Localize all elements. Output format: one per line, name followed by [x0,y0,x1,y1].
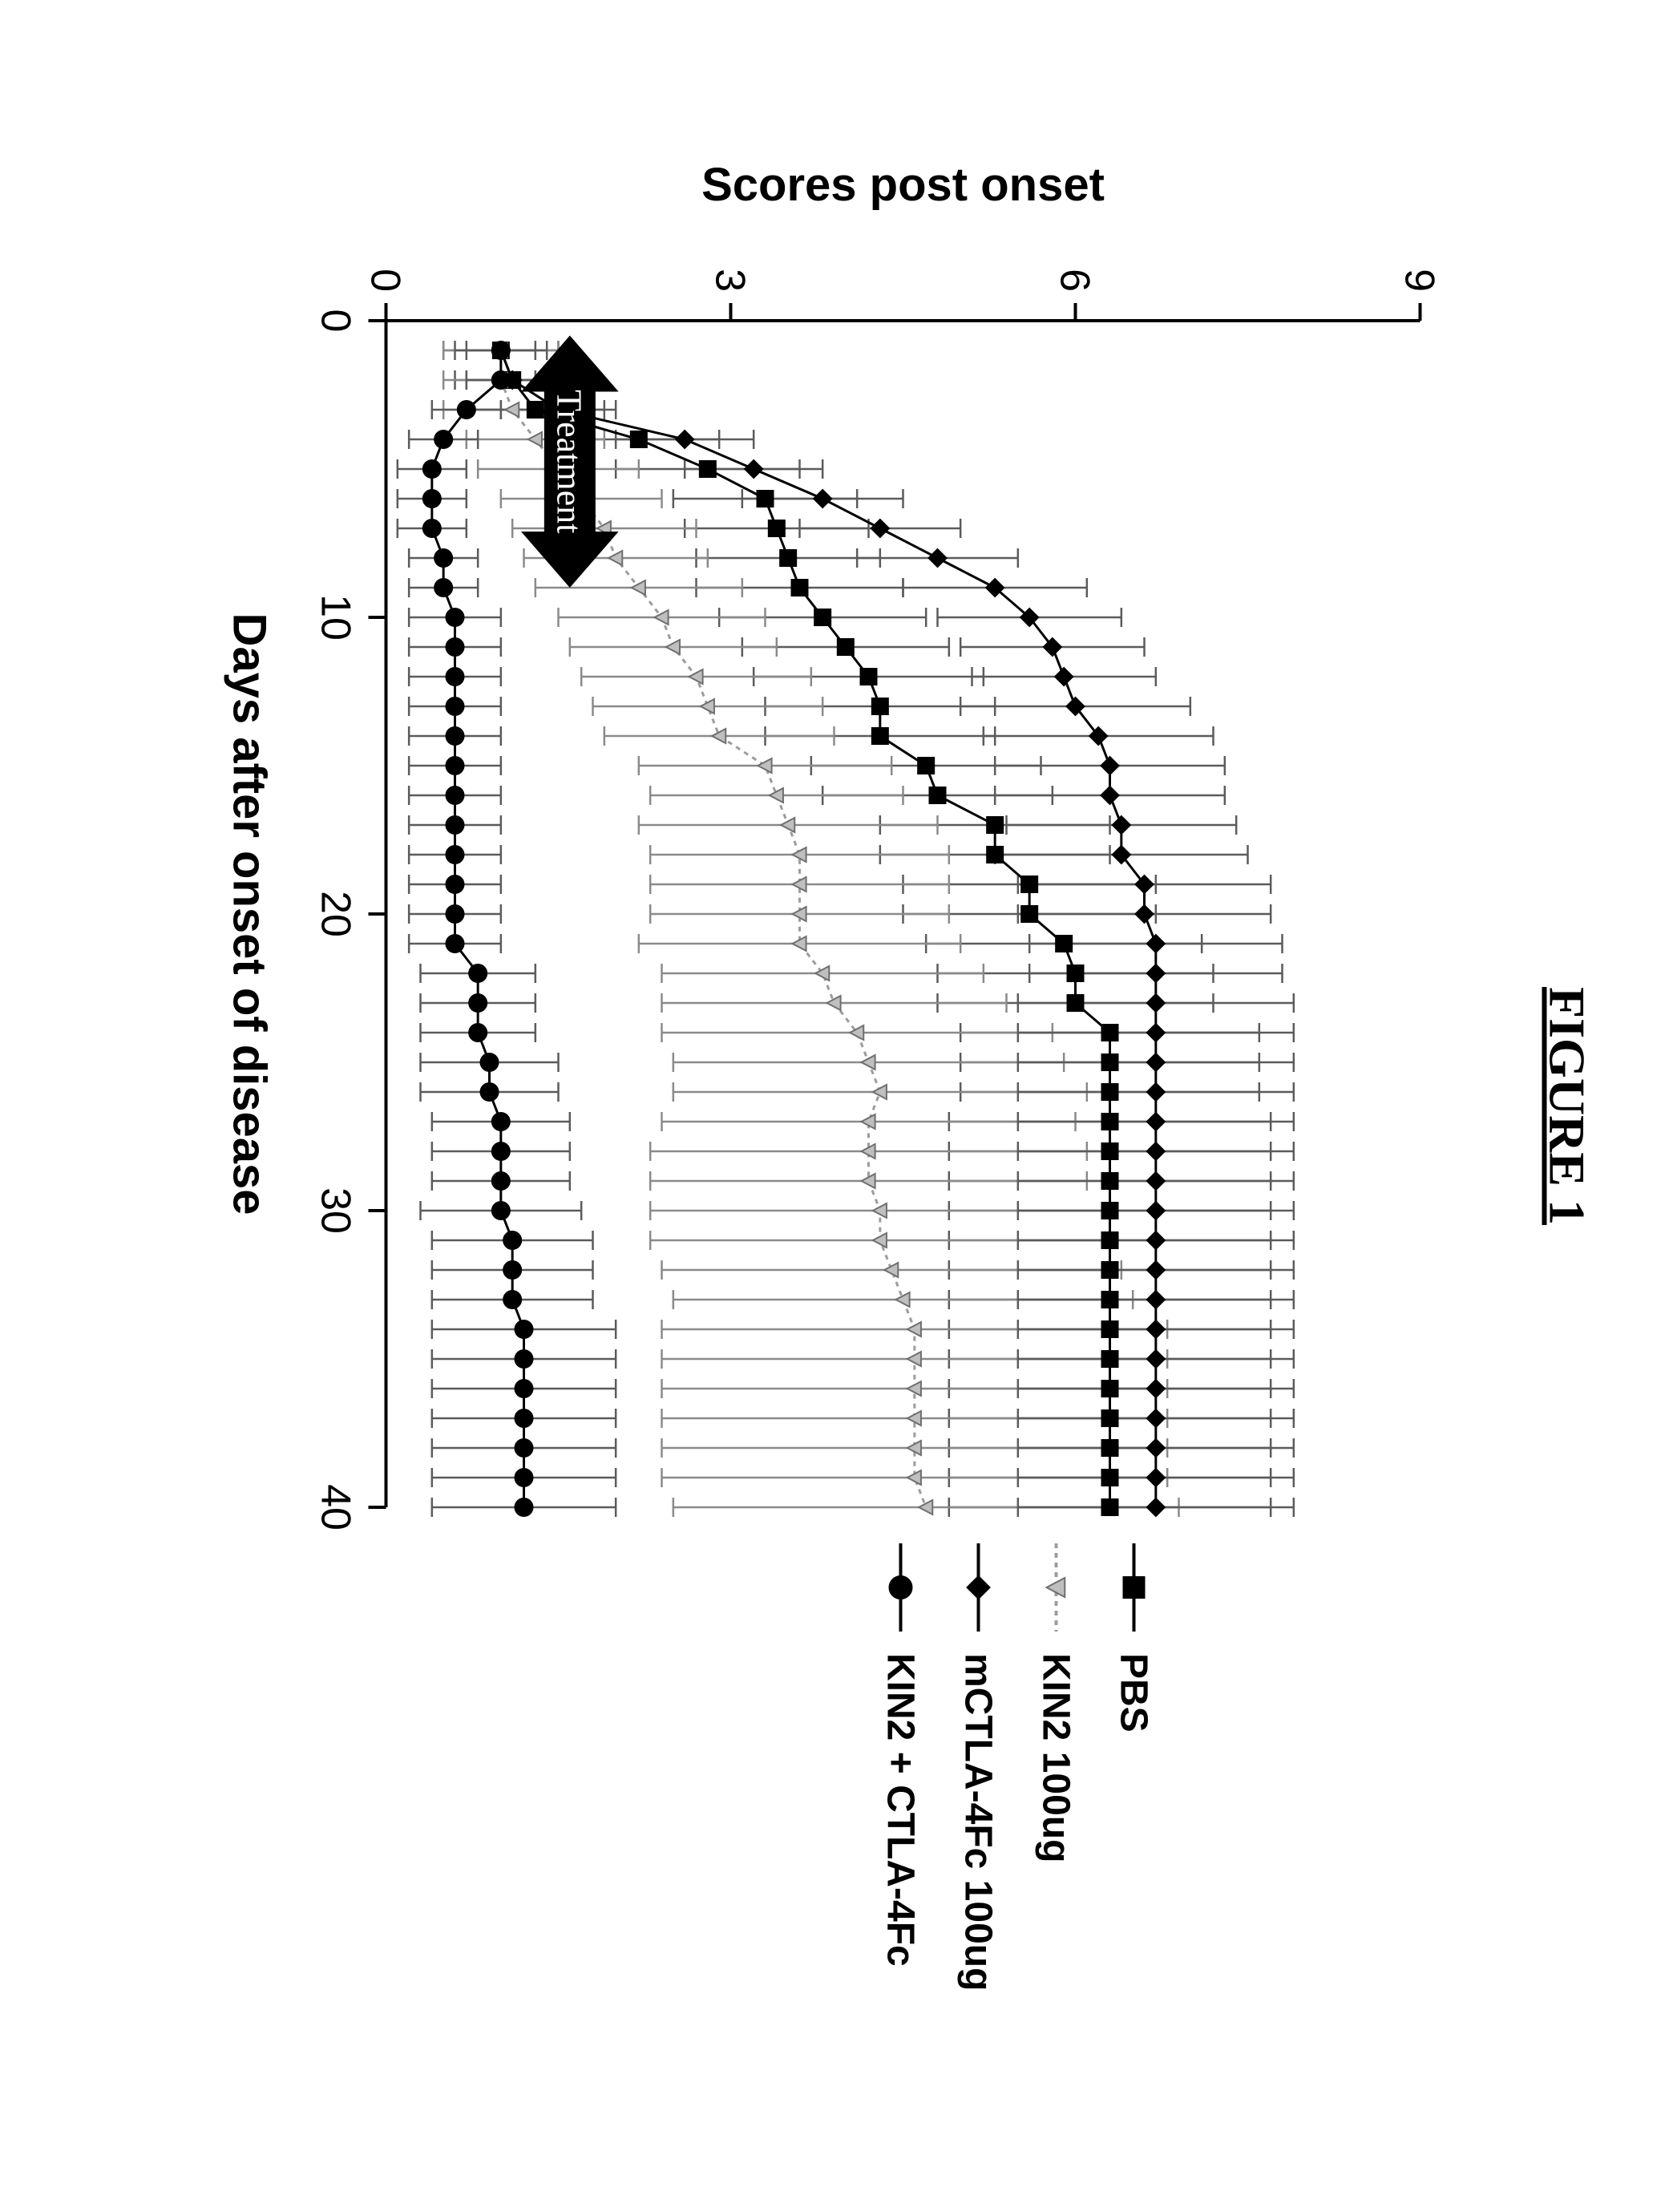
legend: PBS KIN2 100ug mCTLA-4Fc 100ug KIN2 + CTLA-… [845,1539,1156,2101]
chart-svg: Treatment 0 10 20 30 40 0 3 6 9 Days after onset o… [202,144,1445,2068]
svg-text:6: 6 [1052,269,1098,292]
svg-text:3: 3 [707,269,754,292]
legend-item-combo: KIN2 + CTLA-4Fc [879,1539,923,2101]
page-rotated: FIGURE 1 Treatment0102030400369Days afte… [0,272,1669,1941]
svg-text:40: 40 [313,1484,359,1531]
legend-item-ctla: mCTLA-4Fc 100ug [956,1539,1000,2101]
svg-text:0: 0 [362,269,409,292]
legend-label-pbs: PBS [1112,1653,1156,1733]
legend-label-kin2: KIN2 100ug [1034,1653,1078,1862]
legend-label-combo: KIN2 + CTLA-4Fc [879,1653,923,1967]
svg-text:0: 0 [313,309,359,333]
svg-text:30: 30 [313,1187,359,1234]
figure-canvas: FIGURE 1 Treatment 0 10 20 30 40 0 3 6 9 Days afte… [0,0,1669,2212]
chart-container: Treatment 0 10 20 30 40 0 3 6 9 Days after onset o… [202,144,1445,2068]
legend-swatch-combo [885,1539,917,1636]
legend-label-ctla: mCTLA-4Fc 100ug [956,1653,1000,1991]
legend-item-kin2: KIN2 100ug [1034,1539,1078,2101]
svg-text:10: 10 [313,594,359,641]
legend-item-pbs: PBS [1112,1539,1156,2101]
legend-swatch-ctla [963,1539,995,1636]
svg-text:9: 9 [1396,269,1443,292]
svg-text:20: 20 [313,891,359,937]
x-axis-label: Days after onset of disease [224,613,276,1215]
treatment-annotation: Treatment [550,390,589,533]
legend-swatch-kin2 [1041,1539,1073,1636]
figure-title: FIGURE 1 [1538,0,1597,2212]
legend-swatch-pbs [1118,1539,1150,1636]
y-axis-label: Scores post onset [702,159,1105,211]
